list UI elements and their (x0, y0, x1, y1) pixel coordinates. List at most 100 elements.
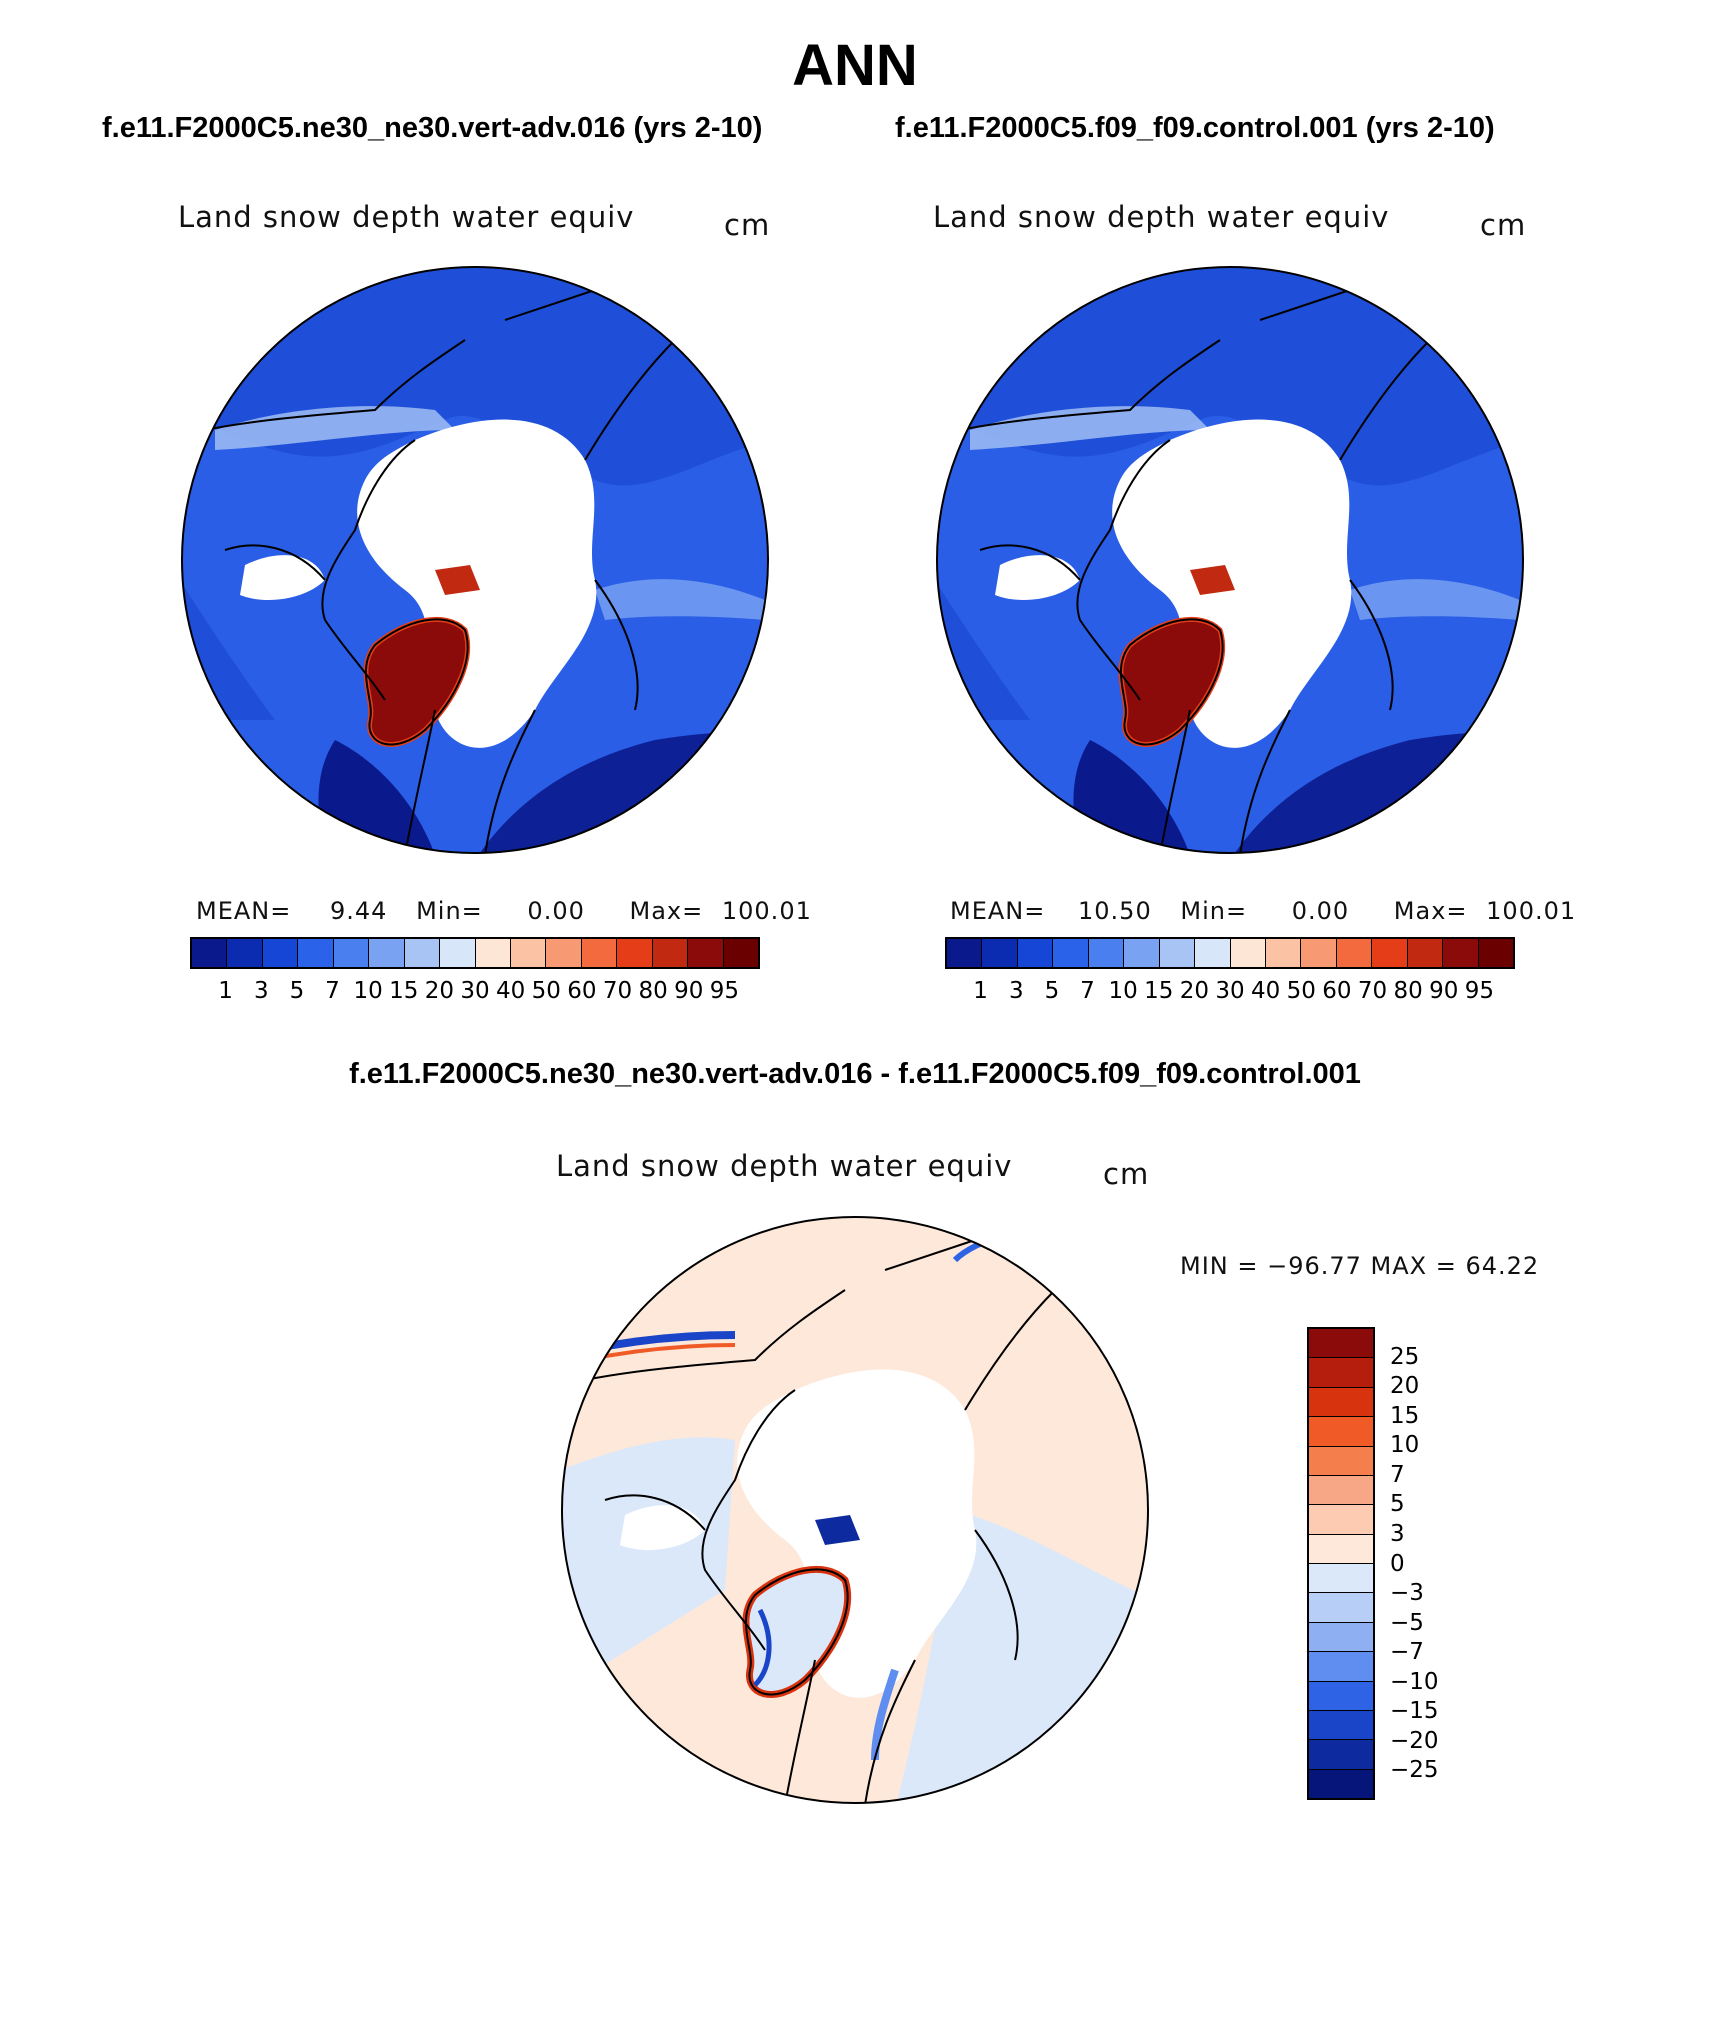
colorbar-swatch (1159, 939, 1196, 967)
tick-label: 10 (353, 978, 383, 1004)
tick-label: 50 (531, 978, 561, 1004)
tick-label: 10 (1390, 1432, 1420, 1459)
colorbar-swatch (404, 939, 441, 967)
tick-label: 5 (1390, 1491, 1405, 1518)
tick-label: 60 (1322, 978, 1352, 1004)
tick-label: 1 (218, 978, 233, 1004)
tick-label: 3 (253, 978, 269, 1004)
tick-label: −15 (1390, 1698, 1439, 1725)
colorbar-swatch (1230, 939, 1266, 967)
colorbar-swatch (192, 939, 228, 967)
min-value: 0.00 (1291, 897, 1350, 925)
tick-label: −20 (1390, 1727, 1439, 1754)
tick-label: 40 (1250, 978, 1281, 1004)
tick-label: 90 (1429, 978, 1459, 1004)
tick-label: 15 (1390, 1402, 1420, 1429)
tick-label: 30 (460, 978, 490, 1004)
colorbar-swatch (1336, 939, 1373, 967)
colorbar-swatch (1309, 1593, 1373, 1623)
colorbar-swatch (298, 939, 334, 967)
units-diff: cm (1103, 1157, 1150, 1191)
difference-title: f.e11.F2000C5.ne30_ne30.vert-adv.016 - f… (349, 1058, 1361, 1090)
tick-label: 7 (1080, 978, 1095, 1004)
colorbar-swatch (1372, 939, 1408, 967)
tick-label: −3 (1390, 1580, 1424, 1607)
colorbar-swatch (723, 939, 758, 967)
case-title-right: f.e11.F2000C5.f09_f09.control.001 (yrs 2… (895, 112, 1495, 144)
tick-label: 15 (389, 978, 419, 1004)
max-label: Max= (629, 897, 704, 925)
tick-label: 0 (1390, 1550, 1405, 1577)
colorbar-swatch (1088, 939, 1125, 967)
colorbar-swatch (1309, 1329, 1373, 1359)
tick-label: 5 (1044, 978, 1060, 1004)
max-label: Max= (1393, 897, 1468, 925)
colorbar-swatch (1309, 1534, 1373, 1564)
colorbar-swatch (262, 939, 299, 967)
colorbar-swatch (1309, 1505, 1373, 1535)
colorbar-swatch (1309, 1358, 1373, 1388)
colorbar-swatch (1309, 1475, 1373, 1506)
colorbar-swatch (617, 939, 653, 967)
max-value: 100.01 (1486, 897, 1577, 925)
tick-label: −25 (1390, 1757, 1439, 1784)
colorbar-swatch (1309, 1652, 1373, 1682)
colorbar-swatch (475, 939, 511, 967)
tick-label: 20 (1179, 978, 1210, 1004)
tick-label: 1 (973, 978, 988, 1004)
min-label: Min= (416, 897, 483, 925)
coastlines (204, 289, 676, 853)
map-boundary (936, 266, 1524, 854)
tick-label: 30 (1215, 978, 1245, 1004)
tick-label: 10 (1108, 978, 1138, 1004)
colorbar-swatch (333, 939, 370, 967)
colorbar-swatch (369, 939, 405, 967)
colorbar-swatch (982, 939, 1018, 967)
tick-label: −10 (1390, 1668, 1439, 1695)
mean-label: MEAN= (196, 897, 292, 925)
min-value: 0.00 (527, 897, 585, 925)
tick-label: 3 (1390, 1520, 1405, 1547)
colorbar-difference (1307, 1327, 1375, 1800)
coastlines (959, 289, 1431, 853)
variable-title-right: Land snow depth water equiv (933, 200, 1390, 234)
tick-label: 5 (289, 978, 305, 1004)
tick-label: 80 (1393, 978, 1423, 1004)
tick-label: 15 (1144, 978, 1174, 1004)
tick-label: 60 (567, 978, 597, 1004)
tick-label: 90 (674, 978, 704, 1004)
colorbar-swatch (1195, 939, 1231, 967)
stats-right: MEAN= 10.50 Min= 0.00 Max= 100.01 (950, 897, 1576, 925)
tick-label: 25 (1390, 1343, 1420, 1370)
case-title-left: f.e11.F2000C5.ne30_ne30.vert-adv.016 (yr… (102, 112, 763, 144)
colorbar-swatch (652, 939, 689, 967)
colorbar-swatch (1301, 939, 1337, 967)
colorbar-swatch (510, 939, 547, 967)
colorbar-labels-difference: 25 20 15 10 7 5 3 0 −3 −5 −7 −10 −15 −20… (1390, 1327, 1470, 1800)
tick-label: 95 (1464, 978, 1495, 1004)
units-left: cm (724, 208, 771, 242)
colorbar-labels-left: 1 3 5 7 10 15 20 30 40 50 60 70 80 90 95 (190, 978, 760, 1008)
colorbar-swatch (1309, 1387, 1373, 1418)
colorbar-swatch (1309, 1710, 1373, 1741)
colorbar-swatch (1478, 939, 1513, 967)
colorbar-labels-right: 1 3 5 7 10 15 20 30 40 50 60 70 80 90 95 (945, 978, 1515, 1008)
colorbar-swatch (1309, 1622, 1373, 1653)
colorbar-swatch (1017, 939, 1054, 967)
min-label: Min= (1180, 897, 1248, 925)
colorbar-swatch (227, 939, 263, 967)
colorbar-swatch (1407, 939, 1444, 967)
tick-label: 7 (1390, 1461, 1405, 1488)
max-value: 100.01 (721, 897, 812, 925)
colorbar-left (190, 937, 760, 969)
colorbar-swatch (1309, 1417, 1373, 1447)
colorbar-swatch (1443, 939, 1479, 967)
units-right: cm (1480, 208, 1527, 242)
colorbar-swatch (546, 939, 582, 967)
tick-label: 20 (1390, 1373, 1420, 1400)
mean-label: MEAN= (950, 897, 1046, 925)
tick-label: −5 (1390, 1609, 1424, 1636)
colorbar-swatch (1309, 1740, 1373, 1770)
colorbar-swatch (1309, 1769, 1373, 1798)
map-boundary (181, 266, 769, 854)
